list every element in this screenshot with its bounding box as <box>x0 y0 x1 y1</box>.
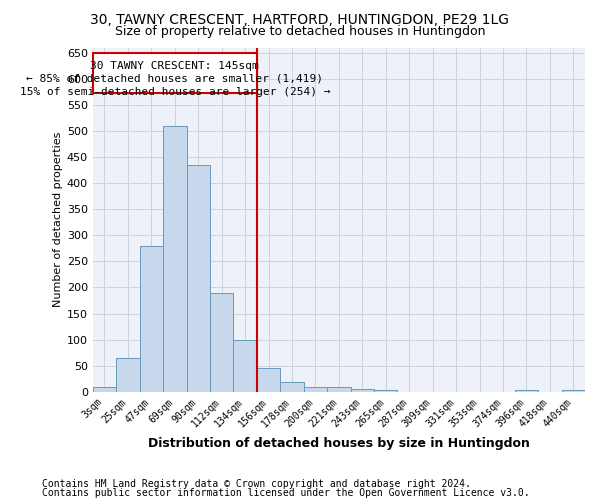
Bar <box>515 390 538 392</box>
Text: Size of property relative to detached houses in Huntingdon: Size of property relative to detached ho… <box>115 25 485 38</box>
Bar <box>116 358 140 392</box>
Text: 30 TAWNY CRESCENT: 145sqm: 30 TAWNY CRESCENT: 145sqm <box>91 60 259 70</box>
Bar <box>140 246 163 392</box>
Bar <box>257 368 280 392</box>
Text: 15% of semi-detached houses are larger (254) →: 15% of semi-detached houses are larger (… <box>20 86 330 97</box>
Text: Contains HM Land Registry data © Crown copyright and database right 2024.: Contains HM Land Registry data © Crown c… <box>42 479 471 489</box>
Text: 30, TAWNY CRESCENT, HARTFORD, HUNTINGDON, PE29 1LG: 30, TAWNY CRESCENT, HARTFORD, HUNTINGDON… <box>91 12 509 26</box>
Bar <box>163 126 187 392</box>
Bar <box>187 165 210 392</box>
Y-axis label: Number of detached properties: Number of detached properties <box>53 132 62 308</box>
Text: ← 85% of detached houses are smaller (1,419): ← 85% of detached houses are smaller (1,… <box>26 74 323 84</box>
Bar <box>93 52 257 94</box>
Bar <box>304 386 327 392</box>
Bar <box>233 340 257 392</box>
Bar <box>374 390 397 392</box>
Bar <box>562 390 585 392</box>
Bar <box>280 382 304 392</box>
X-axis label: Distribution of detached houses by size in Huntingdon: Distribution of detached houses by size … <box>148 437 530 450</box>
Bar <box>210 292 233 392</box>
Text: Contains public sector information licensed under the Open Government Licence v3: Contains public sector information licen… <box>42 488 530 498</box>
Bar <box>327 386 350 392</box>
Bar <box>93 386 116 392</box>
Bar <box>350 389 374 392</box>
